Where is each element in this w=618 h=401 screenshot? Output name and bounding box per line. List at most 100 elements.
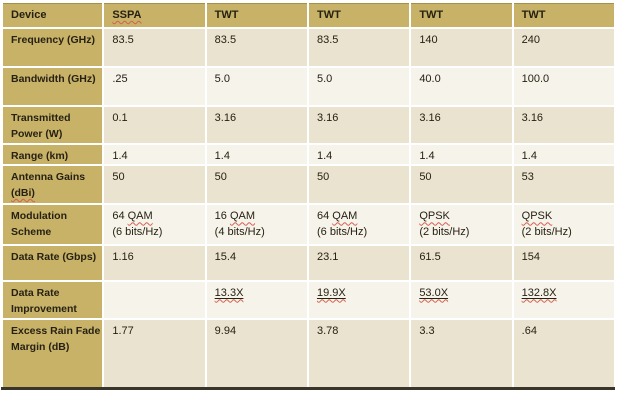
cell-value: .64 [521, 324, 537, 337]
modulation-code-misspelled: QPSK [521, 210, 553, 223]
modulation-detail: (2 bits/Hz) [419, 226, 470, 239]
table-cell: 1.77 [104, 319, 205, 387]
row-label-cell: Data Rate (Gbps) [3, 246, 103, 281]
row-range: Range (km) 1.4 1.4 1.4 1.4 1.4 [3, 144, 614, 165]
header-label: TWT [214, 9, 239, 21]
modulation-value: 16 QAM [215, 210, 255, 222]
row-label-line2: Power (W) [11, 127, 63, 140]
table-bottom-border [1, 387, 615, 390]
header-label-misspelled: SSPA [112, 9, 142, 21]
cell-value: 5.0 [316, 73, 333, 85]
table-cell: .25 [104, 68, 205, 105]
cell-value: .25 [112, 73, 128, 85]
table-cell: 53 [513, 166, 614, 204]
table-cell: 13.3X [206, 282, 307, 318]
table-cell: 53.0X [411, 282, 512, 318]
cell-value: 1.4 [112, 149, 128, 162]
row-label-line2: Margin (dB) [11, 340, 70, 353]
modulation-value: 64 QAM [317, 210, 357, 222]
header-label: TWT [521, 9, 546, 21]
row-label-line2: Improvement [11, 303, 77, 316]
row-data-rate: Data Rate (Gbps) 1.16 15.4 23.1 61.5 154 [3, 246, 614, 281]
table-cell: 3.16 [206, 107, 307, 143]
table-cell: 5.0 [206, 68, 307, 105]
improvement-value-underlined: 13.3X [215, 287, 244, 299]
row-label-cell: Frequency (GHz) [3, 29, 103, 66]
row-label-line2-misspelled: (dBi) [11, 187, 35, 200]
table-cell: 3.78 [308, 319, 410, 387]
cell-value: 50 [316, 171, 330, 184]
table-cell: 1.16 [104, 246, 205, 281]
table-cell: 64 QAM (6 bits/Hz) [104, 205, 205, 245]
cell-value: 1.4 [419, 149, 435, 162]
row-label-cell: Antenna Gains (dBi) [3, 166, 103, 204]
improvement-value-underlined: 132.8X [522, 287, 557, 299]
row-data-rate-improvement: Data Rate Improvement 13.3X 19.9X 53.0X … [3, 282, 614, 318]
header-cell-device: Device [3, 3, 103, 27]
header-cell-twt-3: TWT [411, 3, 512, 27]
cell-value: 5.0 [214, 73, 230, 85]
table-cell: 3.3 [411, 319, 512, 387]
table-cell: 15.4 [206, 246, 307, 281]
cell-value: 19.9X [316, 287, 346, 300]
row-label-cell: Data Rate Improvement [3, 282, 103, 318]
cell-value: 83.5 [214, 34, 237, 46]
cell-value: 154 [521, 251, 540, 264]
cell-value: 13.3X [214, 287, 244, 300]
device-comparison-table: Device SSPA TWT TWT TWT TWT Frequency (G… [1, 1, 616, 389]
cell-value: 1.4 [214, 149, 230, 162]
cell-value: 3.16 [521, 112, 544, 124]
header-label: TWT [316, 9, 341, 21]
cell-value: 1.4 [316, 149, 333, 162]
table-cell: 140 [411, 29, 512, 66]
cell-value: 50 [112, 171, 125, 184]
cell-value: 53 [521, 171, 534, 184]
row-label-line1: Transmitted [11, 112, 71, 124]
header-cell-twt-4: TWT [513, 3, 614, 27]
table-cell: 23.1 [308, 246, 410, 281]
modulation-value: QPSK [419, 210, 450, 222]
table-cell: 100.0 [513, 68, 614, 105]
cell-value: 83.5 [316, 34, 339, 46]
header-cell-twt-2: TWT [308, 3, 410, 27]
modulation-detail: (6 bits/Hz) [112, 226, 163, 239]
cell-value: 53.0X [419, 287, 449, 300]
table-cell: 3.16 [513, 107, 614, 143]
table-cell: 0.1 [104, 107, 205, 143]
modulation-code-misspelled: QAM [127, 210, 153, 223]
row-label-cell: Excess Rain Fade Margin (dB) [3, 319, 103, 387]
table-cell: .64 [513, 319, 614, 387]
row-label: Bandwidth (GHz) [11, 73, 96, 85]
modulation-prefix: 64 [112, 210, 128, 223]
table-cell: 132.8X [513, 282, 614, 318]
table-cell: 61.5 [411, 246, 512, 281]
cell-value: 3.3 [419, 324, 435, 337]
row-label-line1: Modulation [11, 210, 67, 223]
row-bandwidth: Bandwidth (GHz) .25 5.0 5.0 40.0 100.0 [3, 68, 614, 105]
improvement-value-underlined: 53.0X [419, 287, 448, 299]
modulation-code-misspelled: QPSK [419, 210, 450, 223]
cell-value: 132.8X [521, 287, 557, 300]
table-cell: 50 [206, 166, 307, 204]
cell-value: 50 [214, 171, 227, 184]
cell-value: 140 [419, 34, 438, 46]
cell-value: 9.94 [214, 324, 237, 337]
table-cell: 5.0 [308, 68, 410, 105]
cell-value: 23.1 [316, 251, 339, 264]
row-frequency: Frequency (GHz) 83.5 83.5 83.5 140 240 [3, 29, 614, 66]
cell-value: 1.77 [112, 324, 134, 337]
table-cell: 3.16 [308, 107, 410, 143]
table-cell: 64 QAM (6 bits/Hz) [308, 205, 410, 245]
table-cell: 3.16 [411, 107, 512, 143]
modulation-prefix: 64 [316, 210, 333, 223]
cell-value: 3.78 [316, 324, 339, 337]
cell-value: 3.16 [419, 112, 441, 124]
header-label: TWT [419, 9, 444, 21]
cell-value: 3.16 [214, 112, 237, 124]
modulation-detail: (4 bits/Hz) [214, 226, 265, 239]
header-label: Device [11, 9, 47, 21]
table-cell: 83.5 [308, 29, 410, 66]
modulation-detail: (2 bits/Hz) [521, 226, 572, 239]
cell-value: 40.0 [419, 73, 441, 85]
